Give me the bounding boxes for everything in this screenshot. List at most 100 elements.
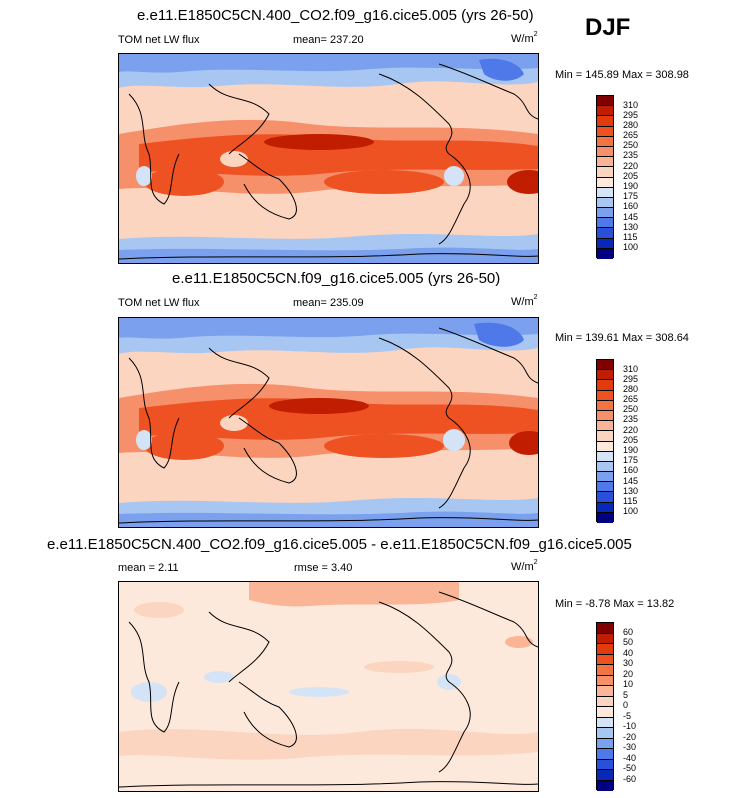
panel2-colorbar: [596, 359, 614, 523]
colorbar-box: [597, 728, 613, 739]
colorbar-box: [597, 492, 613, 503]
colorbar-box: [597, 177, 613, 188]
anomaly-patch: [134, 602, 184, 618]
colorbar-label: 130: [623, 222, 639, 232]
colorbar-label: 190: [623, 181, 639, 191]
colorbar-label: 30: [623, 658, 634, 668]
panel2-map-field: [119, 318, 538, 527]
colorbar-box: [597, 502, 613, 513]
indian-ocean-warm: [144, 168, 224, 196]
colorbar-box: [597, 106, 613, 117]
colorbar-label: 0: [623, 700, 629, 710]
colorbar-label: 220: [623, 161, 639, 171]
colorbar-box: [597, 248, 613, 259]
units-text: W/m: [511, 296, 534, 308]
colorbar-label: 205: [623, 435, 639, 445]
colorbar-box: [597, 126, 613, 137]
south-pacific-warm: [324, 170, 444, 194]
panel1-map-field: [119, 54, 538, 263]
antarctic-cold: [119, 247, 538, 263]
units-text: W/m: [511, 33, 534, 45]
panel2-variable: TOM net LW flux: [118, 297, 200, 309]
colorbar-box: [597, 187, 613, 198]
colorbar-label: 295: [623, 110, 639, 120]
atlantic-hot-spot: [509, 431, 538, 455]
colorbar-label: 235: [623, 414, 639, 424]
panel2-units: W/m2: [511, 294, 538, 308]
colorbar-box: [597, 738, 613, 749]
colorbar-box: [597, 696, 613, 707]
maritime-cool: [220, 151, 248, 167]
colorbar-label: 250: [623, 140, 639, 150]
greenland-cold: [479, 58, 524, 81]
panel3-rmse: rmse = 3.40: [294, 562, 353, 574]
colorbar-box: [597, 675, 613, 686]
colorbar-box: [597, 441, 613, 452]
pacific-hot-spot: [264, 134, 374, 150]
arctic-warm-anomaly: [249, 582, 459, 607]
africa-cool: [136, 166, 152, 186]
colorbar-label: 160: [623, 465, 639, 475]
indian-ocean-warm: [144, 432, 224, 460]
panel1-map: [118, 53, 539, 264]
colorbar-box: [597, 96, 613, 107]
colorbar-label: 280: [623, 120, 639, 130]
greenland-cold: [474, 322, 524, 347]
colorbar-box: [597, 360, 613, 371]
colorbar-box: [597, 717, 613, 728]
colorbar-label: 10: [623, 679, 634, 689]
panel1-mean: mean= 237.20: [293, 34, 364, 46]
colorbar-box: [597, 623, 613, 634]
coastlines: [119, 591, 538, 788]
panel1-title: e.e11.E1850C5CN.400_CO2.f09_g16.cice5.00…: [137, 7, 534, 24]
southern-warm-band: [119, 728, 538, 760]
colorbar-label: 115: [623, 232, 638, 242]
north-colder-band: [119, 54, 538, 73]
amazon-cool: [443, 429, 465, 451]
units-text: W/m: [511, 561, 534, 573]
panel3-title: e.e11.E1850C5CN.400_CO2.f09_g16.cice5.00…: [47, 536, 632, 553]
positive-anomaly: [505, 636, 533, 648]
panel2-map: [118, 317, 539, 528]
colorbar-box: [597, 197, 613, 209]
panel3-units: W/m2: [511, 559, 538, 573]
colorbar-label: 115: [623, 496, 638, 506]
colorbar-box: [597, 218, 613, 229]
africa-cool: [136, 430, 152, 450]
colorbar-label: -5: [623, 711, 632, 721]
panel1-minmax: Min = 145.89 Max = 308.98: [555, 69, 689, 81]
colorbar-label: 160: [623, 201, 639, 211]
colorbar-label: 220: [623, 425, 639, 435]
colorbar-box: [597, 146, 613, 158]
colorbar-box: [597, 410, 613, 422]
colorbar-label: 205: [623, 171, 639, 181]
colorbar-label: 265: [623, 394, 639, 404]
colorbar-label: 50: [623, 637, 634, 647]
panel3-minmax: Min = -8.78 Max = 13.82: [555, 598, 675, 610]
negative-anomaly: [289, 687, 349, 697]
colorbar-box: [597, 633, 613, 644]
panel2-mean: mean= 235.09: [293, 297, 364, 309]
colorbar-box: [597, 759, 613, 770]
colorbar-box: [597, 390, 613, 401]
colorbar-box: [597, 461, 613, 473]
colorbar-label: 145: [623, 476, 639, 486]
colorbar-box: [597, 238, 613, 249]
panel3-map-field: [119, 582, 538, 791]
colorbar-label: 20: [623, 669, 634, 679]
colorbar-label: 310: [623, 364, 639, 374]
colorbar-label: 190: [623, 445, 639, 455]
colorbar-box: [597, 644, 613, 655]
colorbar-label: -50: [623, 763, 637, 773]
coastlines: [119, 63, 538, 260]
coastlines: [119, 327, 538, 524]
colorbar-box: [597, 421, 613, 432]
negative-anomaly: [131, 682, 167, 702]
colorbar-label: 100: [623, 506, 639, 516]
colorbar-label: 175: [623, 455, 639, 465]
colorbar-box: [597, 380, 613, 391]
colorbar-box: [597, 780, 613, 791]
antarctic-cold: [119, 511, 538, 527]
colorbar-label: 130: [623, 486, 639, 496]
panel1-units: W/m2: [511, 31, 538, 45]
